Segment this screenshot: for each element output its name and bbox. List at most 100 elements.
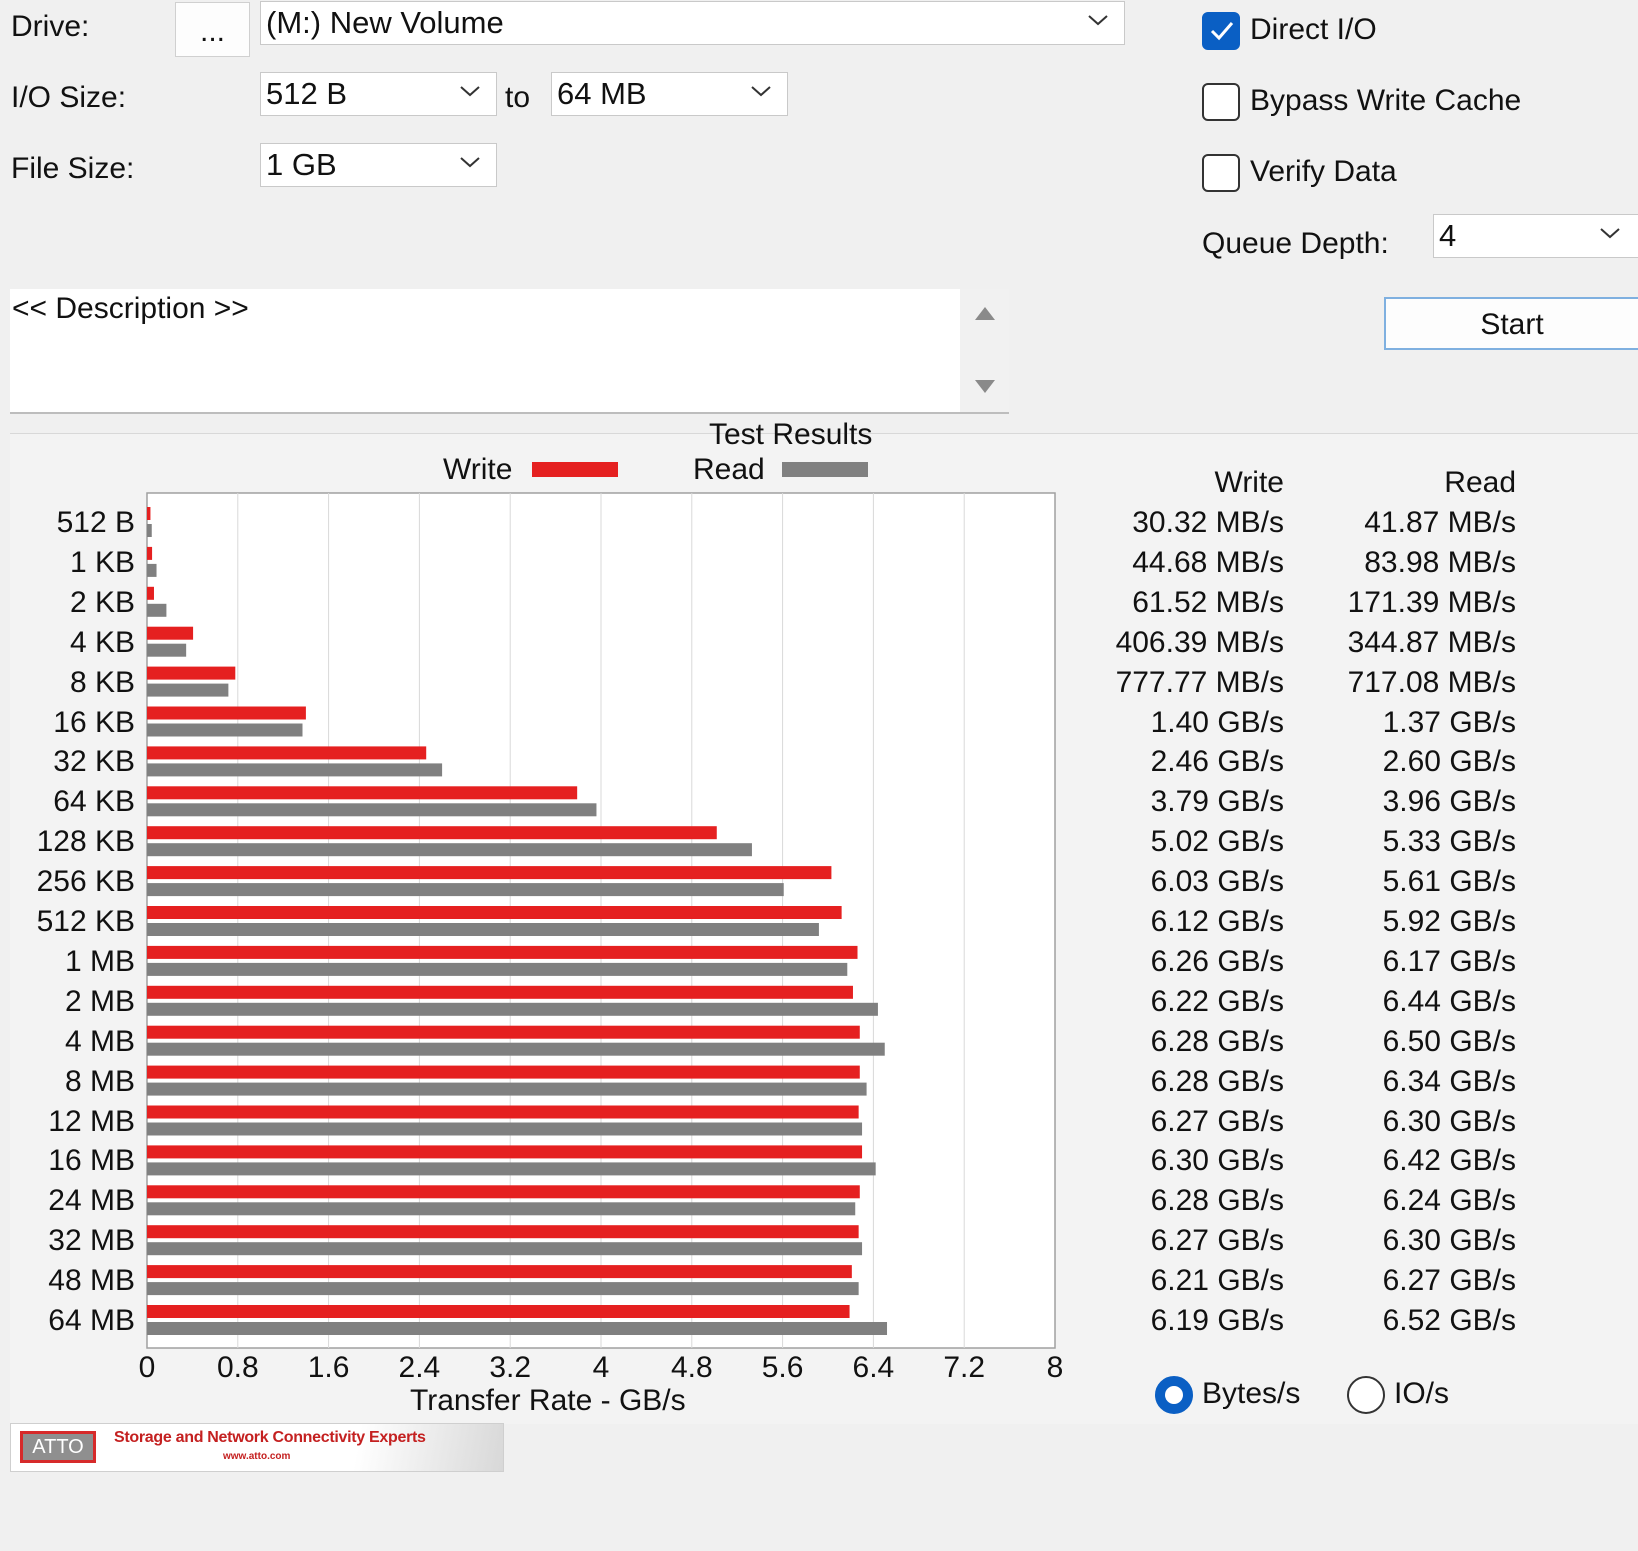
read-bar bbox=[147, 962, 848, 976]
x-axis-label: Transfer Rate - GB/s bbox=[410, 1384, 686, 1417]
write-value: 777.77 MB/s bbox=[1115, 665, 1284, 699]
x-tick-label: 0 bbox=[139, 1351, 156, 1384]
write-bar bbox=[147, 706, 306, 720]
queue-depth-select[interactable]: 4 bbox=[1433, 214, 1638, 258]
read-value: 344.87 MB/s bbox=[1347, 625, 1516, 659]
size-label: 128 KB bbox=[36, 825, 135, 859]
write-bar bbox=[147, 1185, 860, 1199]
read-bar bbox=[147, 1242, 863, 1256]
drive-select[interactable]: (M:) New Volume bbox=[260, 1, 1125, 45]
write-value: 5.02 GB/s bbox=[1150, 825, 1284, 859]
read-value: 717.08 MB/s bbox=[1347, 665, 1516, 699]
read-bar bbox=[147, 723, 303, 737]
size-label: 2 MB bbox=[64, 984, 135, 1018]
start-button[interactable]: Start bbox=[1384, 297, 1638, 350]
write-bar bbox=[147, 1305, 850, 1318]
read-value: 5.33 GB/s bbox=[1382, 825, 1516, 859]
read-value: 6.30 GB/s bbox=[1382, 1224, 1516, 1258]
description-text: << Description >> bbox=[12, 292, 249, 325]
io-per-second-radio[interactable] bbox=[1347, 1376, 1385, 1414]
read-value: 6.44 GB/s bbox=[1382, 984, 1516, 1018]
write-bar bbox=[147, 826, 717, 840]
write-value: 6.22 GB/s bbox=[1150, 984, 1284, 1018]
read-bar bbox=[147, 923, 819, 936]
size-label: 256 KB bbox=[36, 865, 135, 899]
write-value: 6.28 GB/s bbox=[1150, 1184, 1284, 1218]
read-value: 5.61 GB/s bbox=[1382, 865, 1516, 899]
checkmark-icon bbox=[1210, 22, 1234, 41]
x-tick-label: 7.2 bbox=[943, 1351, 985, 1384]
legend-write-swatch bbox=[532, 462, 618, 477]
read-bar bbox=[147, 843, 752, 857]
read-value: 5.92 GB/s bbox=[1382, 905, 1516, 938]
io-size-to-select[interactable]: 64 MB bbox=[551, 72, 788, 116]
read-value: 6.34 GB/s bbox=[1382, 1064, 1516, 1098]
file-size-select[interactable]: 1 GB bbox=[260, 143, 497, 187]
description-box[interactable]: << Description >> bbox=[10, 289, 1009, 414]
chevron-down-icon bbox=[460, 157, 480, 168]
io-size-label: I/O Size: bbox=[11, 81, 127, 114]
io-size-from-select[interactable]: 512 B bbox=[260, 72, 497, 116]
read-column-header: Read bbox=[1444, 466, 1516, 499]
size-label: 512 B bbox=[56, 506, 135, 539]
write-bar bbox=[147, 746, 427, 760]
size-label: 32 KB bbox=[53, 745, 135, 779]
write-value: 6.27 GB/s bbox=[1150, 1224, 1284, 1258]
io-per-second-label[interactable]: IO/s bbox=[1394, 1377, 1450, 1410]
read-bar bbox=[147, 683, 229, 697]
read-value: 6.50 GB/s bbox=[1382, 1024, 1516, 1058]
atto-url: www.atto.com bbox=[223, 1451, 291, 1462]
read-value: 41.87 MB/s bbox=[1364, 506, 1516, 539]
bypass-write-cache-checkbox[interactable] bbox=[1202, 83, 1240, 121]
write-value: 61.52 MB/s bbox=[1132, 585, 1284, 619]
write-value: 6.21 GB/s bbox=[1150, 1264, 1284, 1298]
atto-banner[interactable]: ATTO Storage and Network Connectivity Ex… bbox=[10, 1423, 504, 1472]
verify-data-label[interactable]: Verify Data bbox=[1250, 155, 1397, 188]
bypass-write-cache-label[interactable]: Bypass Write Cache bbox=[1250, 84, 1522, 117]
x-tick-label: 8 bbox=[1047, 1351, 1064, 1384]
file-size-label: File Size: bbox=[11, 152, 135, 185]
bytes-per-second-radio[interactable] bbox=[1155, 1376, 1193, 1414]
read-bar bbox=[147, 1122, 863, 1136]
size-label: 48 MB bbox=[48, 1264, 135, 1298]
read-bar bbox=[147, 1202, 856, 1216]
verify-data-checkbox[interactable] bbox=[1202, 154, 1240, 192]
write-value: 406.39 MB/s bbox=[1115, 625, 1284, 659]
direct-io-checkbox[interactable] bbox=[1202, 12, 1240, 50]
size-label: 64 KB bbox=[53, 785, 135, 819]
write-bar bbox=[147, 1065, 860, 1079]
size-label: 16 MB bbox=[48, 1144, 135, 1178]
description-scrollbar[interactable] bbox=[960, 289, 1009, 412]
write-value: 6.27 GB/s bbox=[1150, 1104, 1284, 1138]
chevron-down-icon bbox=[1088, 15, 1108, 26]
bytes-per-second-label[interactable]: Bytes/s bbox=[1202, 1377, 1301, 1410]
read-bar bbox=[147, 563, 157, 577]
scroll-down-icon[interactable] bbox=[974, 379, 996, 395]
direct-io-label[interactable]: Direct I/O bbox=[1250, 13, 1377, 46]
x-tick-label: 4 bbox=[593, 1351, 610, 1384]
write-bar bbox=[147, 507, 151, 520]
write-value: 6.19 GB/s bbox=[1150, 1304, 1284, 1337]
legend-read-swatch bbox=[782, 462, 868, 477]
chevron-down-icon bbox=[751, 86, 771, 97]
x-tick-label: 1.6 bbox=[308, 1351, 350, 1384]
size-label: 16 KB bbox=[53, 705, 135, 739]
chevron-down-icon bbox=[460, 86, 480, 97]
read-value: 3.96 GB/s bbox=[1382, 785, 1516, 819]
queue-depth-label: Queue Depth: bbox=[1202, 227, 1389, 260]
read-value: 2.60 GB/s bbox=[1382, 745, 1516, 779]
browse-button[interactable]: ... bbox=[175, 2, 250, 57]
size-label: 24 MB bbox=[48, 1184, 135, 1218]
size-label: 12 MB bbox=[48, 1104, 135, 1138]
write-bar bbox=[147, 906, 842, 919]
size-label: 8 KB bbox=[69, 665, 135, 699]
read-bar bbox=[147, 1082, 867, 1096]
read-value: 6.42 GB/s bbox=[1382, 1144, 1516, 1178]
write-value: 6.28 GB/s bbox=[1150, 1024, 1284, 1058]
write-value: 30.32 MB/s bbox=[1132, 506, 1284, 539]
scroll-up-icon[interactable] bbox=[974, 305, 996, 321]
x-tick-label: 6.4 bbox=[853, 1351, 895, 1384]
chart-title: Test Results bbox=[709, 418, 873, 451]
read-bar bbox=[147, 803, 597, 817]
